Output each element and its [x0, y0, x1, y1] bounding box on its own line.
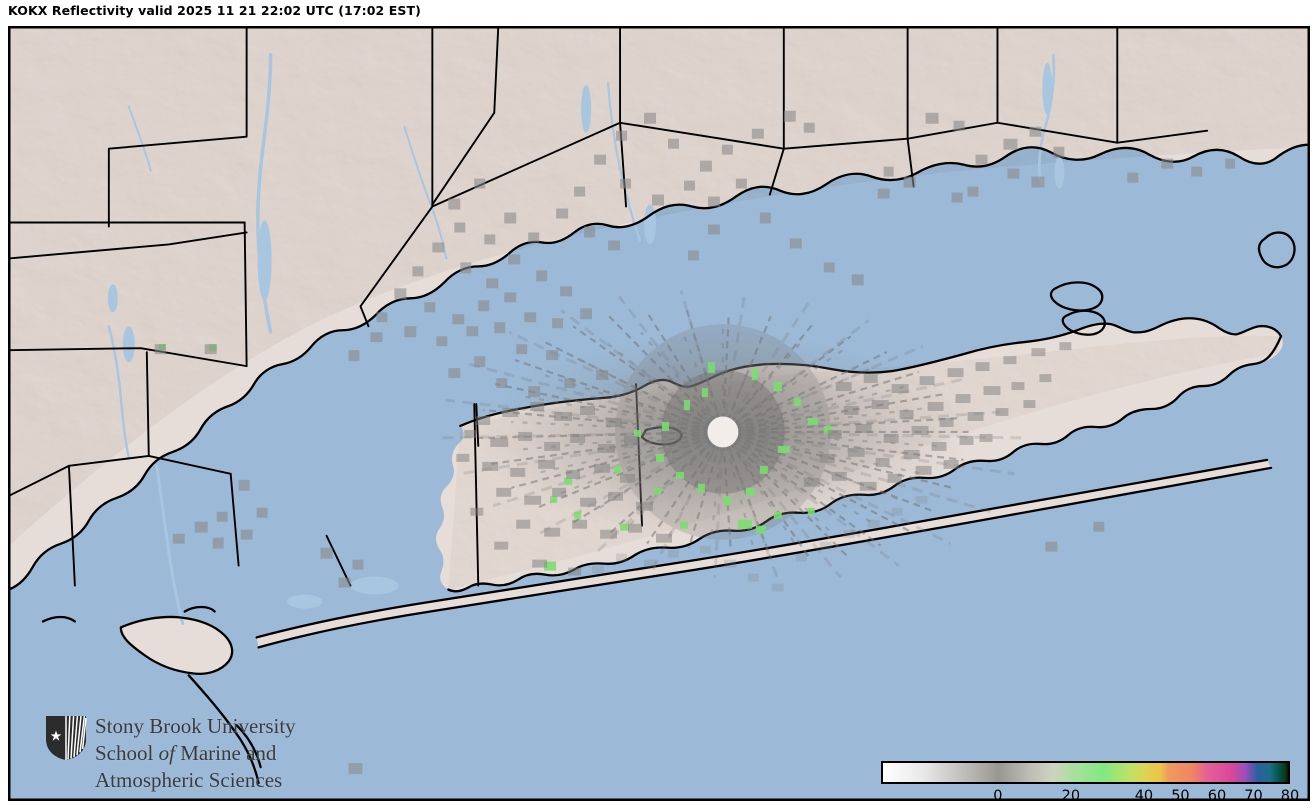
- map-canvas[interactable]: [9, 27, 1309, 800]
- radar-cone-of-silence: [707, 416, 739, 448]
- colorbar-gradient: [883, 763, 1288, 782]
- page-title: KOKX Reflectivity valid 2025 11 21 22:02…: [8, 3, 421, 18]
- radar-li-clutter: [456, 342, 1072, 592]
- colorbar-tick-0: 0: [993, 788, 1003, 801]
- land-barrier-island: [256, 459, 1272, 648]
- colorbar-tick-80: 80: [1280, 788, 1300, 801]
- colorbar-tick-20: 20: [1061, 788, 1081, 801]
- radar-echo-layer: [154, 110, 1236, 775]
- land-staten-island: [120, 616, 233, 674]
- boundaries-layer: [9, 27, 1209, 587]
- colorbar-gradient-bar: [881, 761, 1290, 784]
- colorbar-tick-60: 60: [1207, 788, 1227, 801]
- colorbar-tick-50: 50: [1171, 788, 1190, 801]
- map-border: [9, 27, 1309, 800]
- radar-clutter-blocks: [154, 110, 1236, 775]
- colorbar-tick-40: 40: [1134, 788, 1154, 801]
- colorbar-tick-70: 70: [1244, 788, 1263, 801]
- rivers-layer: [107, 53, 1065, 625]
- radar-green-cells: [158, 344, 832, 571]
- reflectivity-colorbar: 0 20 40 50 60 70 80: [873, 753, 1299, 801]
- colorbar-tick-labels: 0 20 40 50 60 70 80: [881, 785, 1299, 801]
- map-frame[interactable]: Stony Brook University School of Marine …: [8, 26, 1310, 801]
